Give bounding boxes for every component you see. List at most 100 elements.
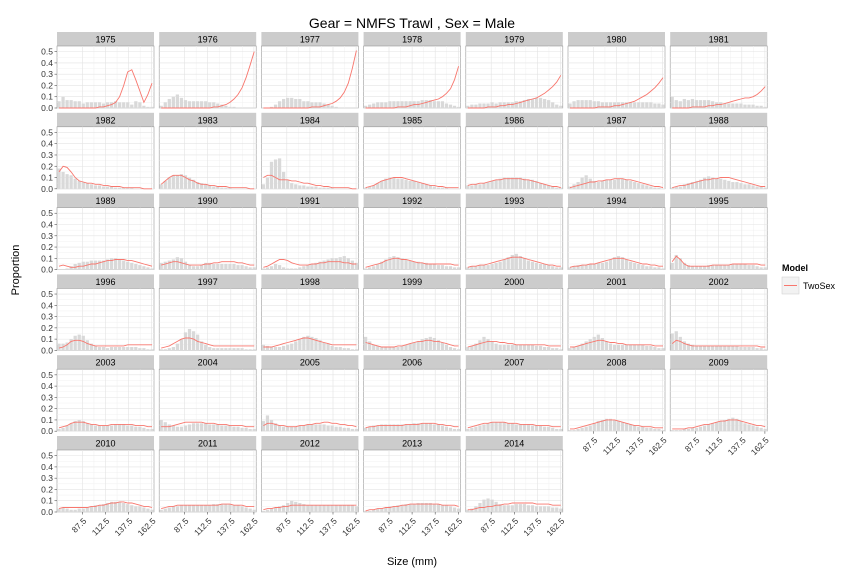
size-bar: [498, 344, 502, 351]
facet-strip: [261, 355, 359, 370]
twosex-fit-line: [671, 339, 766, 348]
size-bar: [368, 510, 372, 512]
size-bar: [89, 260, 93, 270]
facet-strip: [465, 112, 563, 127]
size-bar: [711, 101, 715, 108]
size-bar: [763, 428, 767, 432]
facet-strip-label: 2013: [402, 439, 422, 449]
size-bar: [551, 186, 555, 189]
facet-strip-label: 2004: [198, 358, 218, 368]
x-tick-label: 162.5: [136, 516, 158, 538]
size-bar: [731, 263, 735, 270]
size-bar: [494, 262, 498, 270]
size-bar: [747, 424, 751, 432]
size-bar: [65, 425, 69, 432]
twosex-fit-line: [58, 165, 152, 190]
y-tick-label: 0.4: [41, 58, 53, 68]
x-tick-label: 87.5: [70, 516, 89, 535]
size-bar: [216, 263, 220, 270]
size-bar: [584, 175, 588, 189]
size-bar: [448, 506, 453, 512]
size-bar: [670, 262, 674, 270]
facet-strip: [57, 436, 154, 450]
size-bar: [686, 265, 691, 270]
size-bar: [248, 349, 252, 351]
size-bar: [412, 423, 416, 432]
size-bar: [637, 344, 641, 351]
facet-strip-label: 1976: [198, 35, 218, 45]
x-tick-label: 162.5: [544, 516, 566, 538]
size-bar: [179, 426, 184, 432]
size-bar: [641, 344, 645, 351]
size-bar: [624, 423, 629, 432]
size-bar: [183, 261, 188, 270]
y-tick-label: 0.3: [41, 150, 53, 160]
size-bar: [232, 505, 236, 512]
size-bar: [592, 180, 596, 189]
size-bar: [641, 102, 645, 108]
facet-strip: [57, 193, 154, 208]
size-bar: [604, 102, 609, 108]
facet-panel-1999: 1999: [363, 274, 461, 351]
facet-strip: [568, 355, 665, 370]
size-bar: [723, 103, 727, 108]
size-bar: [694, 345, 699, 351]
size-bar: [85, 423, 89, 432]
x-tick-label: 87.5: [376, 516, 395, 535]
size-bar: [518, 177, 522, 189]
facet-panel-2005: 2005: [261, 355, 359, 432]
size-bar: [698, 266, 703, 270]
size-bar: [216, 424, 220, 432]
size-bar: [179, 505, 184, 512]
size-bar: [318, 424, 322, 432]
facet-strip-label: 1975: [95, 35, 115, 45]
size-bar: [661, 430, 665, 432]
size-bar: [265, 267, 270, 270]
facet-panel-1983: 1983: [158, 112, 257, 190]
size-bar: [686, 183, 691, 189]
size-bar: [212, 348, 216, 351]
size-bar: [163, 102, 167, 108]
twosex-fit-line: [365, 339, 459, 348]
facet-strip: [465, 32, 563, 46]
size-bar: [604, 179, 609, 189]
facet-strip: [363, 32, 461, 46]
size-bar: [576, 428, 580, 432]
size-bar: [432, 338, 436, 351]
size-bar: [175, 175, 180, 189]
size-bar: [616, 256, 621, 270]
size-bar: [538, 345, 543, 351]
size-bar: [252, 509, 256, 512]
size-bar: [444, 344, 449, 351]
size-bar: [448, 347, 453, 351]
size-bar: [138, 506, 142, 512]
size-bar: [388, 506, 392, 512]
twosex-fit-line: [672, 177, 766, 189]
size-bar: [486, 498, 490, 512]
size-bar: [424, 184, 428, 189]
size-bar: [167, 507, 171, 512]
size-bar: [616, 421, 621, 432]
facet-strip-label: 2007: [504, 358, 524, 368]
size-bar: [105, 259, 110, 270]
size-bar: [755, 266, 759, 270]
chart-title: Gear = NMFS Trawl , Sex = Male: [309, 15, 515, 31]
y-tick-label: 0.0: [41, 265, 53, 275]
size-bar: [633, 344, 637, 351]
size-bar: [392, 347, 396, 351]
size-bar: [466, 185, 470, 189]
facet-strip-label: 2011: [198, 439, 217, 449]
size-bar: [302, 336, 306, 351]
size-bar: [466, 347, 470, 351]
size-bar: [432, 101, 436, 108]
size-bar: [743, 347, 747, 351]
size-bar: [482, 499, 486, 512]
size-bar: [474, 426, 478, 432]
facet-strip: [568, 112, 665, 127]
size-bar: [723, 345, 727, 351]
size-bar: [404, 344, 408, 351]
x-tick-label: 137.5: [726, 435, 748, 457]
size-bar: [494, 422, 498, 432]
size-bar: [706, 265, 711, 270]
size-bar: [616, 178, 621, 189]
